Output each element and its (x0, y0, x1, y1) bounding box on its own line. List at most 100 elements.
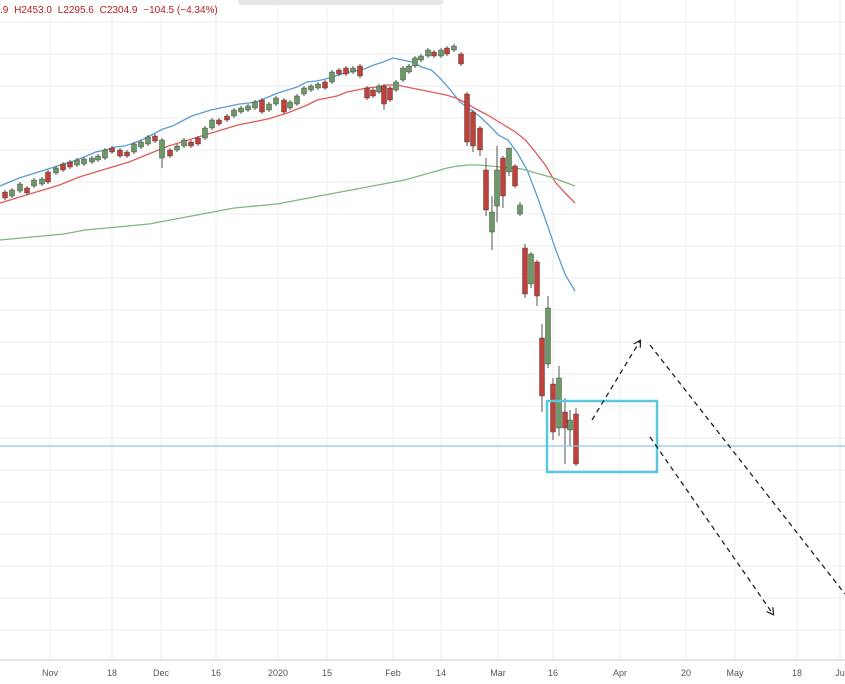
candle-down (281, 98, 287, 114)
candle-down (343, 66, 349, 76)
candle-up (412, 56, 418, 68)
candle-up (315, 82, 321, 90)
candle-body (102, 149, 108, 159)
candle-down (550, 378, 556, 440)
candle-down (195, 136, 201, 146)
candle-body (9, 189, 15, 197)
drawing-tools[interactable] (0, 341, 845, 614)
candle-body (418, 55, 424, 61)
candle-body (343, 67, 349, 75)
projection-arrow (649, 344, 845, 595)
candle-body (287, 101, 293, 109)
candle-down (370, 88, 376, 98)
candle-down (483, 158, 489, 216)
candle-up (74, 158, 80, 167)
candle-up (102, 148, 108, 160)
candle-body (522, 247, 528, 295)
candle-body (252, 101, 258, 109)
candle-up (418, 54, 424, 62)
candle-body (438, 49, 444, 57)
candle-up (252, 100, 258, 110)
candle-up (9, 188, 15, 198)
candle-up (400, 66, 406, 82)
candle-body (53, 167, 59, 174)
candle-down (2, 190, 8, 200)
candle-up (406, 64, 412, 74)
candle-body (425, 49, 431, 57)
candle-down (464, 92, 470, 146)
x-tick-label: Mar (490, 668, 506, 678)
candle-body (117, 149, 123, 157)
candle-body (431, 51, 437, 57)
candle-body (195, 137, 201, 145)
ohlc-low: L2295.6 (57, 5, 94, 16)
candle-down (573, 408, 579, 466)
candle-body (301, 87, 307, 95)
candle-up (350, 66, 356, 74)
candle-up (301, 86, 307, 96)
candle-body (209, 119, 215, 129)
projection-arrow (591, 341, 640, 421)
candle-down (322, 80, 328, 90)
candle-up (53, 166, 59, 175)
candle-body (174, 145, 180, 151)
ohlc-open: .9 (0, 5, 9, 16)
x-tick-label: Apr (613, 668, 627, 678)
ma_fast-line (0, 57, 576, 292)
candle-up (209, 118, 215, 130)
candle-body (336, 69, 342, 75)
candle-down (364, 86, 370, 100)
candle-body (294, 95, 300, 105)
candle-down (45, 170, 51, 184)
ma_mid-line (0, 84, 576, 204)
candle-up (329, 70, 335, 84)
x-tick-label: Feb (385, 668, 401, 678)
candle-down (381, 84, 387, 110)
candle-down (387, 86, 393, 102)
x-tick-label: 16 (548, 668, 558, 678)
candle-down (60, 162, 66, 172)
x-tick-label: 20 (681, 668, 691, 678)
candle-body (534, 261, 540, 297)
candle-body (145, 136, 151, 145)
candle-body (259, 99, 265, 113)
candle-up (81, 157, 87, 166)
candle-up (438, 48, 444, 58)
consolidation-rectangle (545, 399, 659, 474)
moving-average-lines (0, 57, 576, 292)
candle-body (81, 158, 87, 165)
candle-down (444, 46, 450, 56)
candle-body (350, 67, 356, 73)
x-tick-label: Ju (835, 668, 845, 678)
candle-body (381, 85, 387, 105)
candle-up (181, 138, 187, 148)
candle-up (202, 126, 208, 140)
candle-body (245, 105, 251, 111)
candle-body (500, 157, 506, 197)
candle-body (238, 107, 244, 113)
candle-down (336, 68, 342, 76)
candle-up (131, 142, 137, 154)
candle-up (89, 156, 95, 164)
candle-body (67, 161, 73, 168)
candle-body (273, 97, 279, 105)
chart-top-tab[interactable] (238, 0, 443, 5)
ohlc-close: C2304.9 (99, 5, 138, 16)
candle-body (550, 383, 556, 433)
candle-up (528, 252, 534, 288)
ohlc-high: H2453.0 (14, 5, 52, 16)
candle-up (17, 182, 23, 193)
candle-body (357, 65, 363, 77)
candle-body (376, 85, 382, 93)
x-axis: Nov 18 Dec 16 2020 15 Feb 14 Mar 16 Apr 20 May 18 Ju (0, 659, 845, 678)
candle-body (24, 187, 30, 194)
candle-body (266, 103, 272, 111)
candle-body (74, 159, 80, 166)
candle-body (412, 57, 418, 67)
candle-up (174, 144, 180, 152)
candle-body (370, 89, 376, 97)
candle-down (357, 64, 363, 78)
candle-down (124, 150, 130, 158)
candle-down (167, 148, 173, 158)
